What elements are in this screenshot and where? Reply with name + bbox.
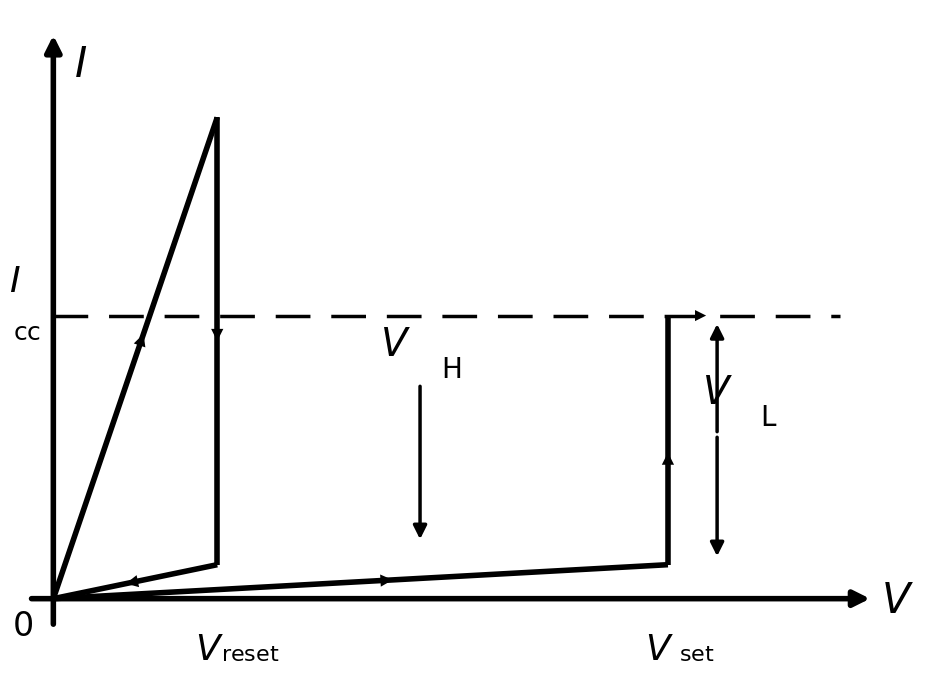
- Text: $\mathit{V}$: $\mathit{V}$: [646, 633, 674, 666]
- Text: $\mathrm{cc}$: $\mathrm{cc}$: [13, 321, 41, 345]
- Text: $\mathrm{reset}$: $\mathrm{reset}$: [221, 645, 279, 665]
- Text: $\mathit{I}$: $\mathit{I}$: [74, 44, 87, 86]
- Text: $\mathit{V}$: $\mathit{V}$: [881, 580, 914, 622]
- Text: $\mathrm{set}$: $\mathrm{set}$: [679, 645, 714, 665]
- Text: $\mathrm{H}$: $\mathrm{H}$: [440, 355, 461, 384]
- Text: $\mathit{V}$: $\mathit{V}$: [380, 325, 411, 363]
- Text: $\mathit{V}$: $\mathit{V}$: [702, 374, 733, 412]
- Text: $0$: $0$: [12, 610, 33, 643]
- Text: $\mathrm{L}$: $\mathrm{L}$: [759, 403, 777, 432]
- Text: $\mathit{V}$: $\mathit{V}$: [194, 633, 224, 666]
- Text: $\mathit{I}$: $\mathit{I}$: [9, 264, 20, 298]
